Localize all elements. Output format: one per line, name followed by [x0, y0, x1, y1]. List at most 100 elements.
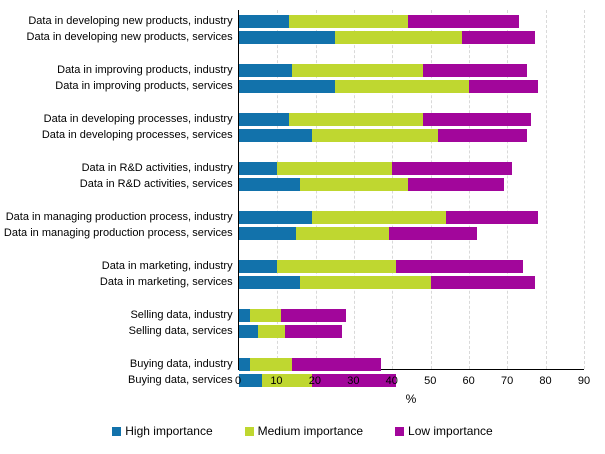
legend: High importance Medium importance Low impo… — [0, 424, 605, 439]
legend-label: Medium importance — [257, 424, 364, 438]
x-axis-title: % — [405, 392, 417, 406]
bar-row: Data in improving products, services — [0, 80, 584, 93]
category-label: Buying data, services — [128, 374, 233, 386]
bar-row: Selling data, services — [0, 325, 584, 338]
bar-segment-medium-importance — [277, 162, 393, 175]
category-label: Data in R&D activities, services — [79, 178, 233, 190]
bar-segment-medium-importance — [261, 374, 312, 387]
x-tick-label-20: 20 — [308, 375, 321, 387]
bar-segment-low-importance — [469, 80, 539, 93]
bar-track — [238, 260, 584, 273]
bar-row: Data in marketing, services — [0, 276, 584, 289]
legend-swatch-medium-importance — [244, 427, 254, 436]
x-tick-label-70: 70 — [500, 375, 514, 387]
bar-segment-high-importance — [238, 309, 251, 322]
bar-segment-low-importance — [292, 358, 381, 371]
category-label: Data in managing production process, ind… — [5, 211, 233, 223]
bar-segment-medium-importance — [250, 309, 281, 322]
bar-row: Data in developing processes, industry — [0, 113, 584, 126]
bar-row: Data in improving products, industry — [0, 64, 584, 77]
gridline-80 — [545, 10, 547, 369]
bar-row: Data in marketing, industry — [0, 260, 584, 273]
gridline-90 — [584, 10, 585, 369]
x-tick-label-40: 40 — [385, 375, 398, 387]
category-label: Data in improving products, industry — [57, 64, 233, 76]
bar-segment-high-importance — [238, 227, 297, 240]
gridline-70 — [507, 10, 509, 369]
category-label: Data in managing production process, ser… — [3, 227, 233, 239]
category-label: Data in developing processes, services — [41, 129, 233, 141]
legend-item-high-importance: High importance — [112, 424, 213, 439]
x-tick-label-90: 90 — [577, 375, 591, 387]
bar-segment-low-importance — [392, 162, 512, 175]
x-tick-label-0: 0 — [234, 375, 242, 387]
bar-segment-high-importance — [238, 113, 289, 126]
bar-row: Selling data, industry — [0, 309, 584, 322]
legend-swatch-high-importance — [112, 427, 122, 436]
x-tick-label-10: 10 — [270, 375, 283, 387]
legend-item-medium-importance: Medium importance — [244, 424, 364, 439]
bar-rows-container: Data in developing new products, industr… — [0, 10, 584, 387]
bar-segment-medium-importance — [288, 15, 408, 28]
bar-segment-low-importance — [430, 276, 535, 289]
bar-segment-high-importance — [238, 276, 301, 289]
bar-track — [238, 80, 584, 93]
bar-segment-medium-importance — [334, 80, 470, 93]
bar-segment-low-importance — [311, 374, 397, 387]
category-label: Buying data, industry — [129, 358, 233, 370]
x-tick-label-80: 80 — [539, 375, 552, 387]
bar-row: Data in R&D activities, industry — [0, 162, 584, 175]
bar-row: Data in developing processes, services — [0, 129, 584, 142]
bar-segment-medium-importance — [250, 358, 293, 371]
bar-segment-low-importance — [446, 211, 539, 224]
bar-track — [238, 309, 584, 322]
bar-segment-low-importance — [407, 15, 520, 28]
legend-item-low-importance: Low importance — [395, 424, 493, 439]
bar-track — [238, 31, 584, 44]
x-tick-label-50: 50 — [424, 375, 437, 387]
bar-segment-low-importance — [396, 260, 524, 273]
bar-row: Buying data, industry — [0, 358, 584, 371]
bar-track — [238, 325, 584, 338]
bar-segment-medium-importance — [334, 31, 462, 44]
bar-track — [238, 162, 584, 175]
bar-segment-high-importance — [238, 211, 312, 224]
bar-segment-low-importance — [461, 31, 535, 44]
bar-track — [238, 227, 584, 240]
bar-segment-medium-importance — [300, 276, 431, 289]
bar-track — [238, 15, 584, 28]
bar-segment-low-importance — [438, 129, 527, 142]
legend-label: Low importance — [408, 424, 493, 438]
legend-swatch-low-importance — [395, 427, 405, 436]
bar-track — [238, 129, 584, 142]
bar-row: Data in developing new products, service… — [0, 31, 584, 44]
category-label: Data in developing new products, service… — [26, 31, 233, 43]
bar-track — [238, 276, 584, 289]
bar-segment-high-importance — [238, 31, 335, 44]
bar-segment-high-importance — [238, 129, 312, 142]
category-label: Data in R&D activities, industry — [81, 162, 233, 174]
bar-track — [238, 358, 584, 371]
x-tick-label-30: 30 — [347, 375, 360, 387]
bar-segment-medium-importance — [288, 113, 424, 126]
bar-segment-high-importance — [238, 80, 335, 93]
category-label: Data in developing new products, industr… — [28, 15, 233, 27]
bar-segment-medium-importance — [311, 211, 447, 224]
x-axis: 0 10 20 30 40 50 60 70 80 90 — [0, 374, 605, 388]
bar-row: Data in R&D activities, services — [0, 178, 584, 191]
bar-segment-high-importance — [238, 374, 262, 387]
bar-segment-medium-importance — [292, 64, 424, 77]
bar-segment-medium-importance — [277, 260, 397, 273]
bar-segment-high-importance — [238, 325, 258, 338]
bar-track — [238, 374, 584, 387]
bar-track — [238, 64, 584, 77]
bar-segment-low-importance — [388, 227, 477, 240]
bar-segment-low-importance — [423, 113, 531, 126]
category-label: Data in improving products, services — [55, 80, 233, 92]
bar-segment-medium-importance — [311, 129, 439, 142]
bar-segment-low-importance — [407, 178, 504, 191]
category-label: Data in marketing, industry — [101, 260, 233, 272]
bar-row: Data in managing production process, ser… — [0, 227, 584, 240]
category-label: Selling data, services — [128, 325, 233, 337]
bar-row: Data in managing production process, ind… — [0, 211, 584, 224]
